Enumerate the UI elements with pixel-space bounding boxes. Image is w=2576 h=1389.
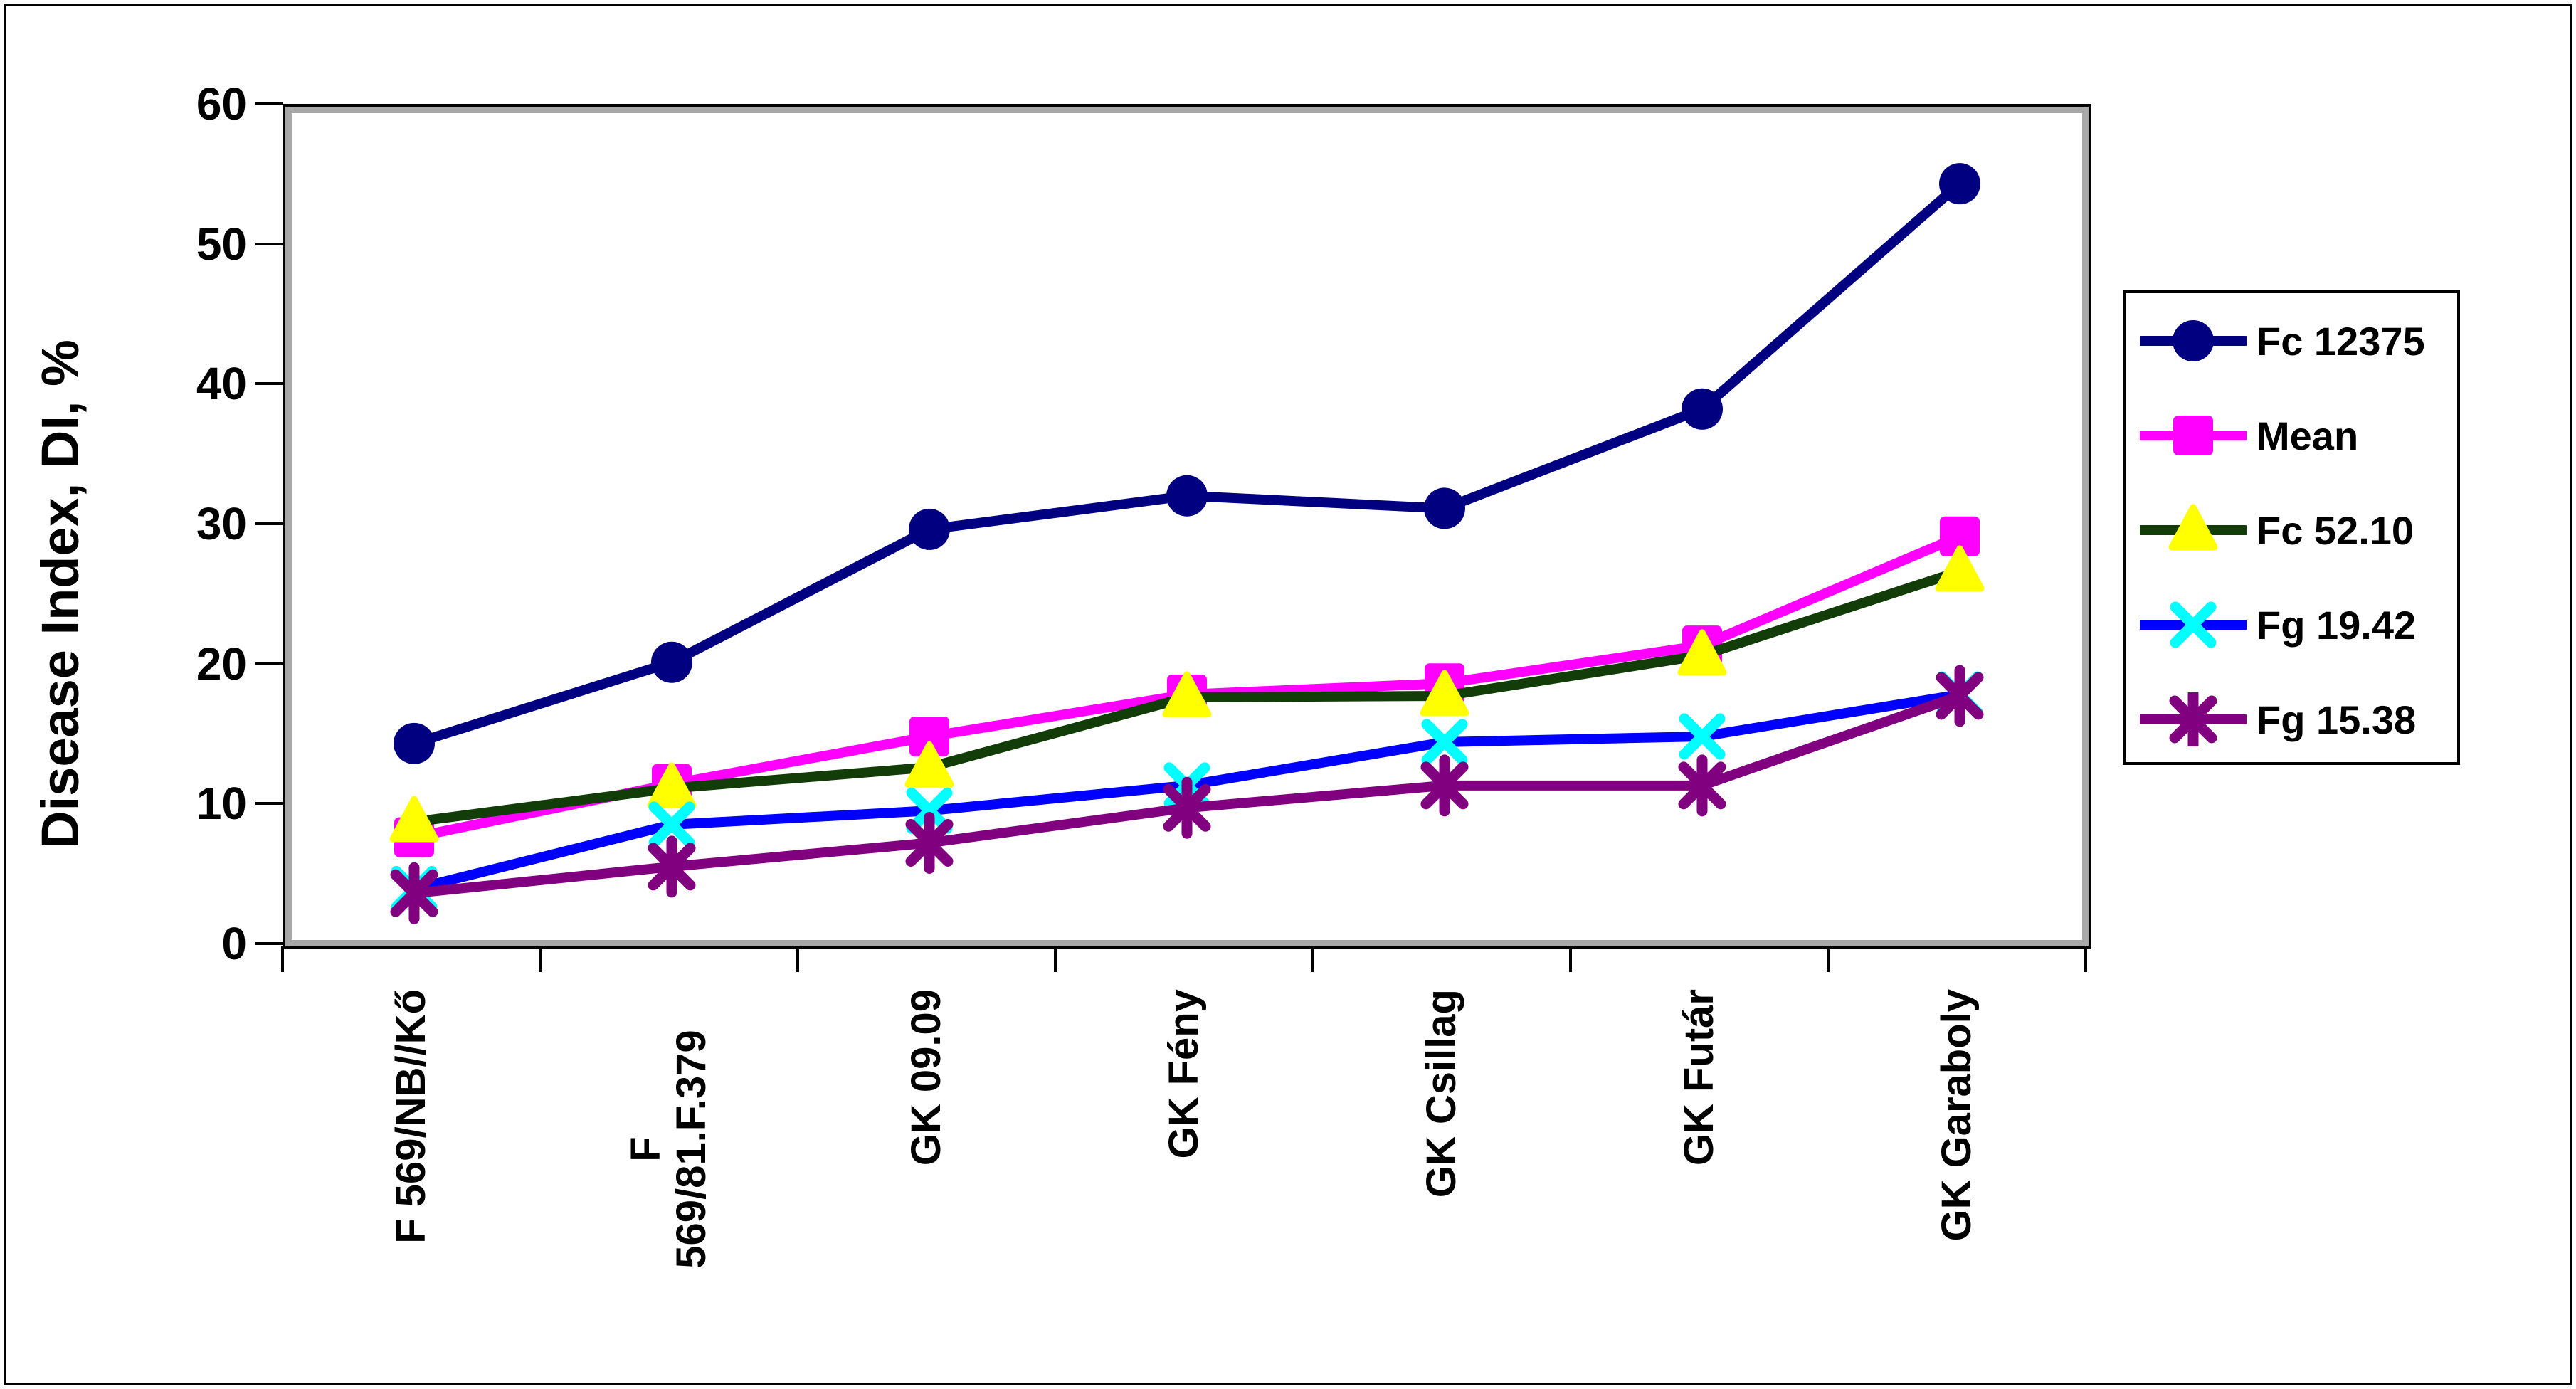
x-category-label: GK Futár [1676, 989, 1722, 1166]
plot-bevel-left [285, 107, 292, 946]
x-category-label: GK Fény [1161, 989, 1207, 1159]
line-chart-canvas [389, 163, 1985, 924]
x-tick-mark [1311, 946, 1314, 972]
marker-star-fg-15.38-4 [1420, 754, 1469, 817]
marker-circle-fc-12375-4 [1424, 487, 1465, 529]
marker-circle-fc-12375-1 [651, 641, 692, 683]
marker-triangle-fc-52.10-3 [1162, 671, 1212, 718]
x-tick-mark [281, 946, 284, 972]
y-tick-mark [255, 382, 283, 386]
marker-triangle-fc-52.10-0 [389, 796, 439, 843]
marker-x-fg-19.42-4 [1421, 719, 1468, 766]
legend-label: Fg 15.38 [2256, 697, 2417, 742]
plot-bevel-right [2082, 107, 2089, 946]
y-tick-label: 40 [196, 358, 247, 410]
marker-star-fg-15.38-5 [1678, 754, 1726, 817]
marker-triangle-fc-52.10-1 [647, 762, 697, 809]
legend-item-fc-12375: Fc 12375 [2140, 314, 2446, 368]
x-tick-mark [539, 946, 542, 972]
x-tick-mark [2084, 946, 2087, 972]
y-tick-mark [255, 102, 283, 105]
legend-label: Mean [2256, 413, 2359, 458]
x-category-label: GK 09.09 [903, 989, 949, 1166]
marker-star-fg-15.38-3 [1163, 776, 1211, 839]
y-tick-mark [255, 802, 283, 806]
x-tick-mark [1827, 946, 1830, 972]
marker-circle-fc-12375-2 [909, 508, 950, 550]
legend-item-mean: Mean [2140, 408, 2446, 463]
y-tick-mark [255, 522, 283, 525]
y-tick-label: 30 [196, 498, 247, 549]
y-tick-label: 20 [196, 638, 247, 690]
marker-triangle-fc-52.10-6 [1935, 545, 1985, 592]
x-tick-mark [1054, 946, 1057, 972]
legend-marker-square [2173, 416, 2213, 455]
y-tick-label: 0 [221, 918, 247, 969]
legend-marker-star-icon [2140, 692, 2247, 746]
legend-marker-triangle [2168, 504, 2218, 551]
series-line-fc-12375 [409, 179, 1965, 749]
x-tick-mark [1569, 946, 1572, 972]
marker-circle-fc-12375-0 [394, 722, 435, 764]
plot-bevel-top [285, 107, 2089, 113]
marker-star-fg-15.38-0 [390, 862, 438, 924]
y-tick-mark [255, 242, 283, 245]
legend-marker-star [2169, 692, 2217, 746]
x-category-label: F 569/NB//Kő [388, 989, 434, 1244]
marker-square-mean-6 [1940, 516, 1980, 556]
x-tick-mark [796, 946, 799, 972]
marker-circle-fc-12375-6 [1939, 163, 1980, 205]
marker-x-fg-19.42-1 [648, 801, 695, 848]
marker-square-mean-2 [909, 717, 949, 756]
legend-marker-x [2170, 601, 2217, 648]
plot-area [283, 104, 2091, 949]
y-tick-label: 60 [196, 78, 247, 130]
marker-star-fg-15.38-2 [905, 811, 954, 874]
marker-circle-fc-12375-3 [1166, 475, 1208, 517]
legend-item-fc-52.10: Fc 52.10 [2140, 503, 2446, 557]
legend-item-fg-15.38: Fg 15.38 [2140, 692, 2446, 746]
x-category-label: GK Garaboly [1933, 989, 1980, 1242]
marker-x-fg-19.42-5 [1679, 713, 1726, 760]
y-tick-mark [255, 662, 283, 665]
y-tick-mark [255, 942, 283, 945]
legend-label: Fc 12375 [2256, 318, 2425, 364]
marker-triangle-fc-52.10-4 [1420, 670, 1469, 717]
x-category-label: F 569/81.F.379 [623, 1030, 714, 1269]
marker-triangle-fc-52.10-2 [904, 741, 954, 788]
marker-x-fg-19.42-2 [906, 787, 953, 834]
y-axis-title: Disease Index, DI, % [31, 339, 90, 849]
legend-marker-circle-icon [2140, 320, 2247, 361]
marker-star-fg-15.38-1 [648, 835, 696, 898]
marker-star-fg-15.38-6 [1936, 665, 1984, 727]
legend-marker-x-icon [2140, 601, 2247, 648]
legend-label: Fg 19.42 [2256, 602, 2417, 648]
legend-marker-circle [2173, 320, 2214, 361]
y-tick-label: 10 [196, 778, 247, 830]
plot-bevel-bottom [285, 940, 2089, 946]
legend-marker-triangle-icon [2140, 504, 2247, 551]
legend-label: Fc 52.10 [2256, 507, 2414, 553]
marker-triangle-fc-52.10-5 [1677, 629, 1727, 676]
legend-item-fg-19.42: Fg 19.42 [2140, 598, 2446, 652]
marker-circle-fc-12375-5 [1682, 388, 1723, 430]
legend-box: Fc 12375 Mean Fc 52.10 Fg 19.42 Fg 15.38 [2123, 290, 2460, 765]
x-category-label: GK Csillag [1418, 989, 1464, 1198]
y-tick-label: 50 [196, 218, 247, 270]
legend-marker-square-icon [2140, 416, 2247, 455]
